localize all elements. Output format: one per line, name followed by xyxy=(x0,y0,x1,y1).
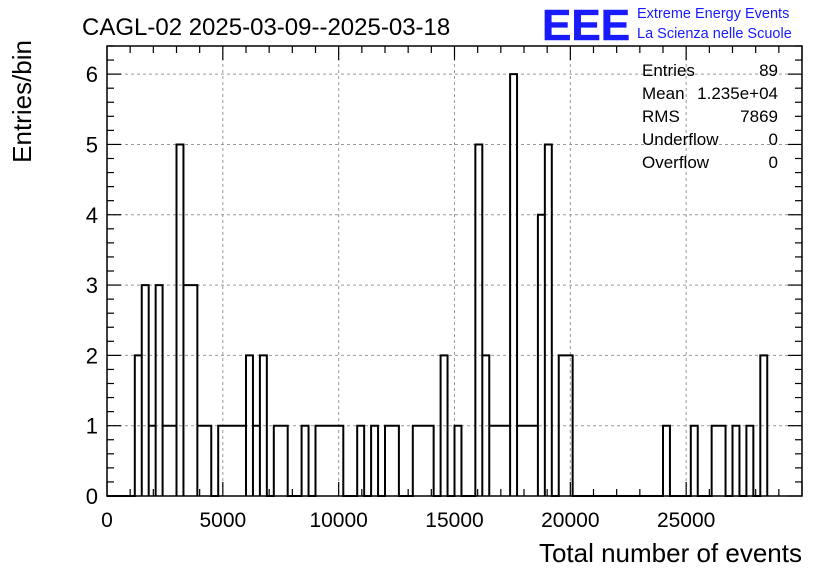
x-axis-label: Total number of events xyxy=(539,538,802,568)
stats-rms-label: RMS xyxy=(642,107,680,126)
eee-logo-line1: Extreme Energy Events xyxy=(637,6,789,22)
x-tick-label: 5000 xyxy=(199,509,246,532)
histogram-bin xyxy=(142,285,149,496)
histogram-bin xyxy=(371,426,378,496)
histogram-bin xyxy=(156,285,163,496)
x-tick-label: 15000 xyxy=(425,509,483,532)
histogram-bin xyxy=(746,426,753,496)
histogram-bin xyxy=(559,355,573,496)
y-tick-label: 6 xyxy=(86,62,98,87)
histogram-bin xyxy=(538,215,545,496)
histogram-bin xyxy=(517,426,538,496)
x-tick-label: 25000 xyxy=(657,509,715,532)
stats-mean-value: 1.235e+04 xyxy=(697,84,778,103)
histogram-bin xyxy=(482,355,489,496)
histogram-bin xyxy=(489,426,510,496)
histogram-bin xyxy=(274,426,288,496)
y-tick-label: 3 xyxy=(86,273,98,298)
x-tick-label: 10000 xyxy=(309,509,367,532)
histogram-bin xyxy=(302,426,309,496)
stats-mean-label: Mean xyxy=(642,84,685,103)
histogram-bin xyxy=(733,426,740,496)
x-tick-labels: 0 5000 10000 15000 20000 25000 xyxy=(101,509,715,532)
stats-entries-label: Entries xyxy=(642,61,695,80)
histogram-bin xyxy=(545,144,552,496)
histogram-bin xyxy=(357,426,364,496)
histogram-bin xyxy=(413,426,434,496)
y-tick-label: 0 xyxy=(86,484,98,509)
histogram-bin xyxy=(246,355,253,496)
histogram-bin xyxy=(760,355,767,496)
stats-entries-value: 89 xyxy=(759,61,778,80)
histogram-bin xyxy=(441,355,448,496)
histogram-bin xyxy=(691,426,698,496)
chart-title: CAGL-02 2025-03-09--2025-03-18 xyxy=(82,14,450,41)
histogram-bin xyxy=(163,426,177,496)
histogram-bin xyxy=(475,144,482,496)
histogram-bin xyxy=(260,355,267,496)
histogram-bin xyxy=(135,355,142,496)
eee-logo: EEE Extreme Energy Events La Scienza nel… xyxy=(542,1,792,51)
y-axis-label: Entries/bin xyxy=(7,40,37,163)
y-tick-labels: 0 1 2 3 4 5 6 xyxy=(86,62,98,509)
histogram-bin xyxy=(385,426,399,496)
histogram-bin xyxy=(177,144,184,496)
x-tick-label: 0 xyxy=(101,509,113,532)
stats-rms-value: 7869 xyxy=(740,107,778,126)
stats-underflow-label: Underflow xyxy=(642,130,719,149)
y-tick-label: 2 xyxy=(86,343,98,368)
stats-box: Entries 89 Mean 1.235e+04 RMS 7869 Under… xyxy=(642,61,778,172)
histogram-bin xyxy=(253,426,260,496)
histogram-bin xyxy=(510,74,517,496)
stats-overflow-value: 0 xyxy=(769,153,778,172)
y-tick-label: 4 xyxy=(86,203,98,228)
stats-overflow-label: Overflow xyxy=(642,153,710,172)
histogram-bin xyxy=(183,285,197,496)
histogram-bin xyxy=(712,426,726,496)
eee-logo-line2: La Scienza nelle Scuole xyxy=(637,26,792,42)
histogram-bin xyxy=(197,426,211,496)
histogram-bin xyxy=(149,426,156,496)
x-tick-label: 20000 xyxy=(541,509,599,532)
stats-underflow-value: 0 xyxy=(769,130,778,149)
histogram-bin xyxy=(663,426,670,496)
y-tick-label: 5 xyxy=(86,132,98,157)
plot-axes xyxy=(106,45,803,497)
histogram-bin xyxy=(455,426,462,496)
y-tick-label: 1 xyxy=(86,414,98,439)
eee-logo-mark: EEE xyxy=(542,1,630,50)
